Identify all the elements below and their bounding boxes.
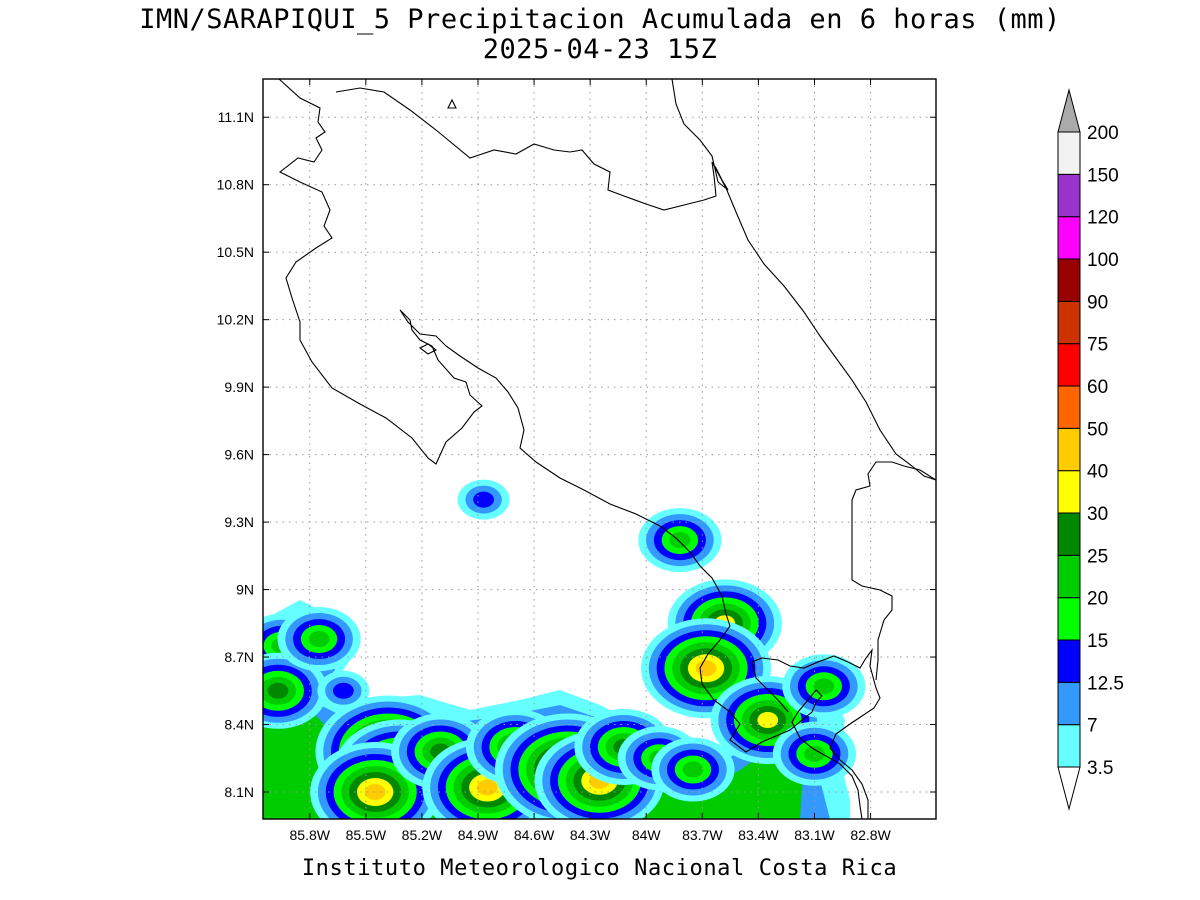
colorbar-swatch	[1057, 343, 1081, 387]
latitude-axis: 11.1N 10.8N 10.5N 10.2N 9.9N 9.6N 9.3N 9N 8.7N 8.…	[217, 109, 936, 800]
colorbar-label: 40	[1087, 462, 1108, 483]
lon-tick-label: 85.5W	[346, 827, 387, 843]
nicaragua-border	[335, 87, 717, 211]
lon-tick-label: 85.8W	[290, 827, 331, 843]
colorbar-label: 90	[1087, 292, 1108, 313]
colorbar-swatch	[1057, 470, 1081, 514]
lat-tick-label: 8.4N	[224, 717, 254, 733]
colorbar-label: 3.5	[1087, 758, 1113, 779]
lon-tick-label: 85.2W	[402, 827, 443, 843]
colorbar-label: 60	[1087, 377, 1108, 398]
precipitation-colorbar: 3.5 7 12.5 15 20 25 30 40 50 60 75 90 100 120 150 200	[1057, 88, 1124, 811]
colorbar-swatch	[1057, 258, 1081, 302]
colorbar-over-arrow	[1057, 88, 1081, 133]
precip-contour	[682, 761, 704, 778]
map-frame	[262, 78, 937, 820]
colorbar-swatch	[1057, 385, 1081, 429]
lat-tick-label: 8.1N	[224, 784, 254, 800]
colorbar-label: 25	[1087, 546, 1108, 567]
lon-tick-label: 83.4W	[738, 827, 779, 843]
colorbar-swatch	[1057, 216, 1081, 260]
precip-contour	[332, 682, 354, 699]
colorbar-under-arrow	[1057, 766, 1081, 811]
colorbar-label: 30	[1087, 504, 1108, 525]
colorbar-label: 150	[1087, 165, 1119, 186]
colorbar-swatch	[1057, 131, 1081, 175]
colorbar-label: 100	[1087, 250, 1119, 271]
colorbar-label: 120	[1087, 208, 1119, 229]
lat-tick-label: 9.3N	[224, 514, 254, 530]
colorbar-swatch	[1057, 554, 1081, 599]
colorbar-swatch	[1057, 639, 1081, 683]
colorbar-swatch	[1057, 427, 1081, 472]
precip-contour	[267, 682, 289, 699]
precip-contour	[364, 784, 386, 801]
lat-tick-label: 9N	[236, 582, 254, 598]
precip-contour	[669, 532, 691, 549]
colorbar-label: 7	[1087, 716, 1098, 737]
precip-contour	[308, 631, 330, 648]
longitude-axis: 85.8W 85.5W 85.2W 84.9W 84.6W 84.3W 84W 83.7W 83…	[290, 79, 892, 843]
precip-contour	[476, 779, 498, 796]
lat-tick-label: 10.2N	[217, 312, 254, 328]
lat-tick-label: 11.1N	[218, 109, 254, 125]
caribbean-coastline	[671, 79, 936, 481]
lon-tick-label: 84.6W	[514, 827, 555, 843]
precip-contour	[757, 712, 779, 729]
colorbar-swatch	[1057, 512, 1081, 556]
lat-tick-label: 10.8N	[217, 177, 254, 193]
lon-tick-label: 82.8W	[850, 827, 891, 843]
precip-cell	[457, 479, 510, 520]
precip-contour	[804, 745, 825, 762]
map-title: IMN/SARAPIQUI_5 Precipitacion Acumulada …	[139, 4, 1061, 35]
precip-contour	[473, 491, 494, 508]
lake-island	[447, 98, 457, 109]
colorbar-label: 75	[1087, 335, 1108, 356]
colorbar-swatch	[1057, 300, 1081, 345]
pacific-coastline	[278, 79, 823, 753]
precip-cell	[641, 618, 772, 719]
footer-institution: Instituto Meteorologico Nacional Costa R…	[301, 856, 898, 881]
lat-tick-label: 9.9N	[224, 379, 254, 395]
precip-cell	[638, 508, 722, 573]
colorbar-label: 20	[1087, 589, 1108, 610]
lat-tick-label: 10.5N	[217, 244, 254, 260]
colorbar-label: 12.5	[1087, 673, 1124, 694]
lon-tick-label: 84W	[632, 827, 662, 843]
colorbar-swatch	[1057, 173, 1081, 218]
colorbar-label: 200	[1087, 123, 1119, 144]
lat-tick-label: 9.6N	[224, 447, 254, 463]
precip-cell	[317, 670, 370, 711]
precipitation-field	[263, 479, 866, 819]
colorbar-swatch	[1057, 597, 1081, 641]
lat-tick-label: 8.7N	[224, 649, 254, 665]
precip-cell	[263, 652, 328, 729]
golfo-dulce-coast	[751, 648, 881, 819]
coastline-borders	[278, 79, 936, 819]
precip-contour	[813, 678, 835, 695]
lon-tick-label: 84.3W	[570, 827, 611, 843]
precip-contour	[695, 660, 717, 677]
colorbar-swatch	[1057, 724, 1081, 768]
colorbar-label: 50	[1087, 419, 1108, 440]
lon-tick-label: 83.1W	[794, 827, 835, 843]
precip-cell	[277, 607, 361, 672]
isla-chira	[418, 343, 438, 355]
colorbar-swatch	[1057, 681, 1081, 726]
lon-tick-label: 83.7W	[682, 827, 723, 843]
map-subtitle-datetime: 2025-04-23 15Z	[482, 34, 718, 65]
lon-tick-label: 84.9W	[458, 827, 499, 843]
panama-border	[851, 461, 936, 681]
colorbar-label: 15	[1087, 631, 1108, 652]
precip-cell	[772, 721, 857, 786]
